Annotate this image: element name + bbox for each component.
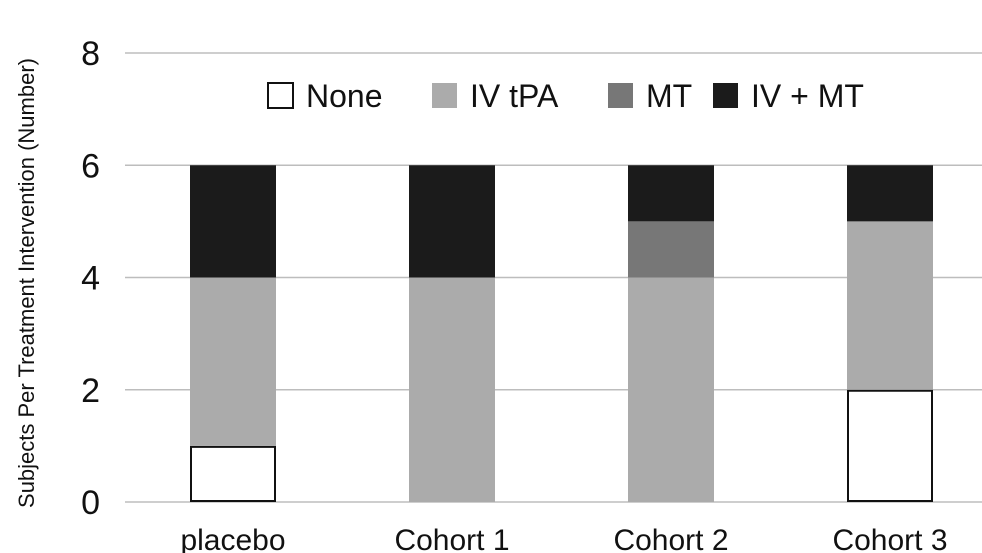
category-label-cohort-3: Cohort 3 [832,524,947,553]
legend-swatch-mt [608,83,633,108]
bar-cohort-2-mt [628,221,714,278]
bar-cohort-2-iv-tpa [628,277,714,502]
bar-placebo-none [190,445,276,502]
legend-swatch-none [267,82,294,109]
legend-label-iv-mt: IV + MT [751,78,864,114]
bars [190,165,933,502]
bar-cohort-3-none [847,389,933,502]
bar-cohort-3-iv-tpa [847,221,933,390]
bar-cohort-1-iv-mt [409,165,495,278]
y-tick-labels: 0 2 4 6 8 [81,35,100,522]
legend: None IV tPA MT IV + MT [267,78,864,114]
category-label-placebo: placebo [180,524,285,553]
bar-cohort-1-iv-tpa [409,277,495,502]
legend-swatch-iv-tpa [432,83,457,108]
y-tick-label-4: 4 [81,260,100,298]
bar-placebo-iv-mt [190,165,276,278]
y-tick-label-0: 0 [81,484,100,522]
category-label-cohort-1: Cohort 1 [394,524,509,553]
legend-label-iv-tpa: IV tPA [470,78,559,114]
legend-swatch-iv-mt [713,83,738,108]
category-labels: placebo Cohort 1 Cohort 2 Cohort 3 [180,524,947,553]
y-tick-label-8: 8 [81,35,100,73]
category-label-cohort-2: Cohort 2 [613,524,728,553]
y-tick-label-2: 2 [81,372,100,410]
y-axis-title: Subjects Per Treatment Intervention (Num… [14,58,39,508]
bar-cohort-2-iv-mt [628,165,714,222]
bar-placebo-iv-tpa [190,277,276,446]
legend-label-none: None [306,78,383,114]
bar-cohort-3-iv-mt [847,165,933,222]
y-tick-label-6: 6 [81,147,100,185]
legend-label-mt: MT [646,78,692,114]
